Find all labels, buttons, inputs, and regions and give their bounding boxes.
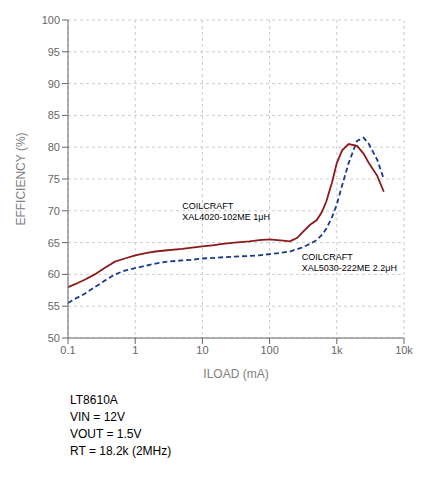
svg-text:65: 65: [48, 237, 60, 249]
svg-text:100: 100: [42, 14, 60, 26]
html-text:VIN = 12V: VIN = 12V: [70, 410, 125, 424]
svg-text:75: 75: [48, 173, 60, 185]
svg-text:10: 10: [196, 344, 208, 356]
svg-text:70: 70: [48, 205, 60, 217]
svg-text:1k: 1k: [331, 344, 343, 356]
svg-text:100: 100: [260, 344, 278, 356]
svg-text:85: 85: [48, 109, 60, 121]
html-text:LT8610A: LT8610A: [70, 393, 118, 407]
svg-text:ILOAD (mA): ILOAD (mA): [203, 367, 268, 381]
svg-text:EFFICIENCY (%): EFFICIENCY (%): [14, 132, 28, 225]
svg-text:80: 80: [48, 141, 60, 153]
svg-text:1: 1: [132, 344, 138, 356]
svg-text:55: 55: [48, 300, 60, 312]
svg-text:COILCRAFTXAL4020-102ME 1μH: COILCRAFTXAL4020-102ME 1μH: [182, 201, 270, 222]
svg-text:10k: 10k: [395, 344, 413, 356]
svg-text:95: 95: [48, 46, 60, 58]
svg-text:COILCRAFTXAL5030-222ME 2.2μH: COILCRAFTXAL5030-222ME 2.2μH: [302, 252, 397, 273]
html-text:RT = 18.2k (2MHz): RT = 18.2k (2MHz): [70, 444, 172, 458]
svg-text:90: 90: [48, 78, 60, 90]
svg-text:50: 50: [48, 332, 60, 344]
svg-text:0.1: 0.1: [60, 344, 75, 356]
svg-text:60: 60: [48, 268, 60, 280]
html-text:VOUT = 1.5V: VOUT = 1.5V: [70, 427, 142, 441]
